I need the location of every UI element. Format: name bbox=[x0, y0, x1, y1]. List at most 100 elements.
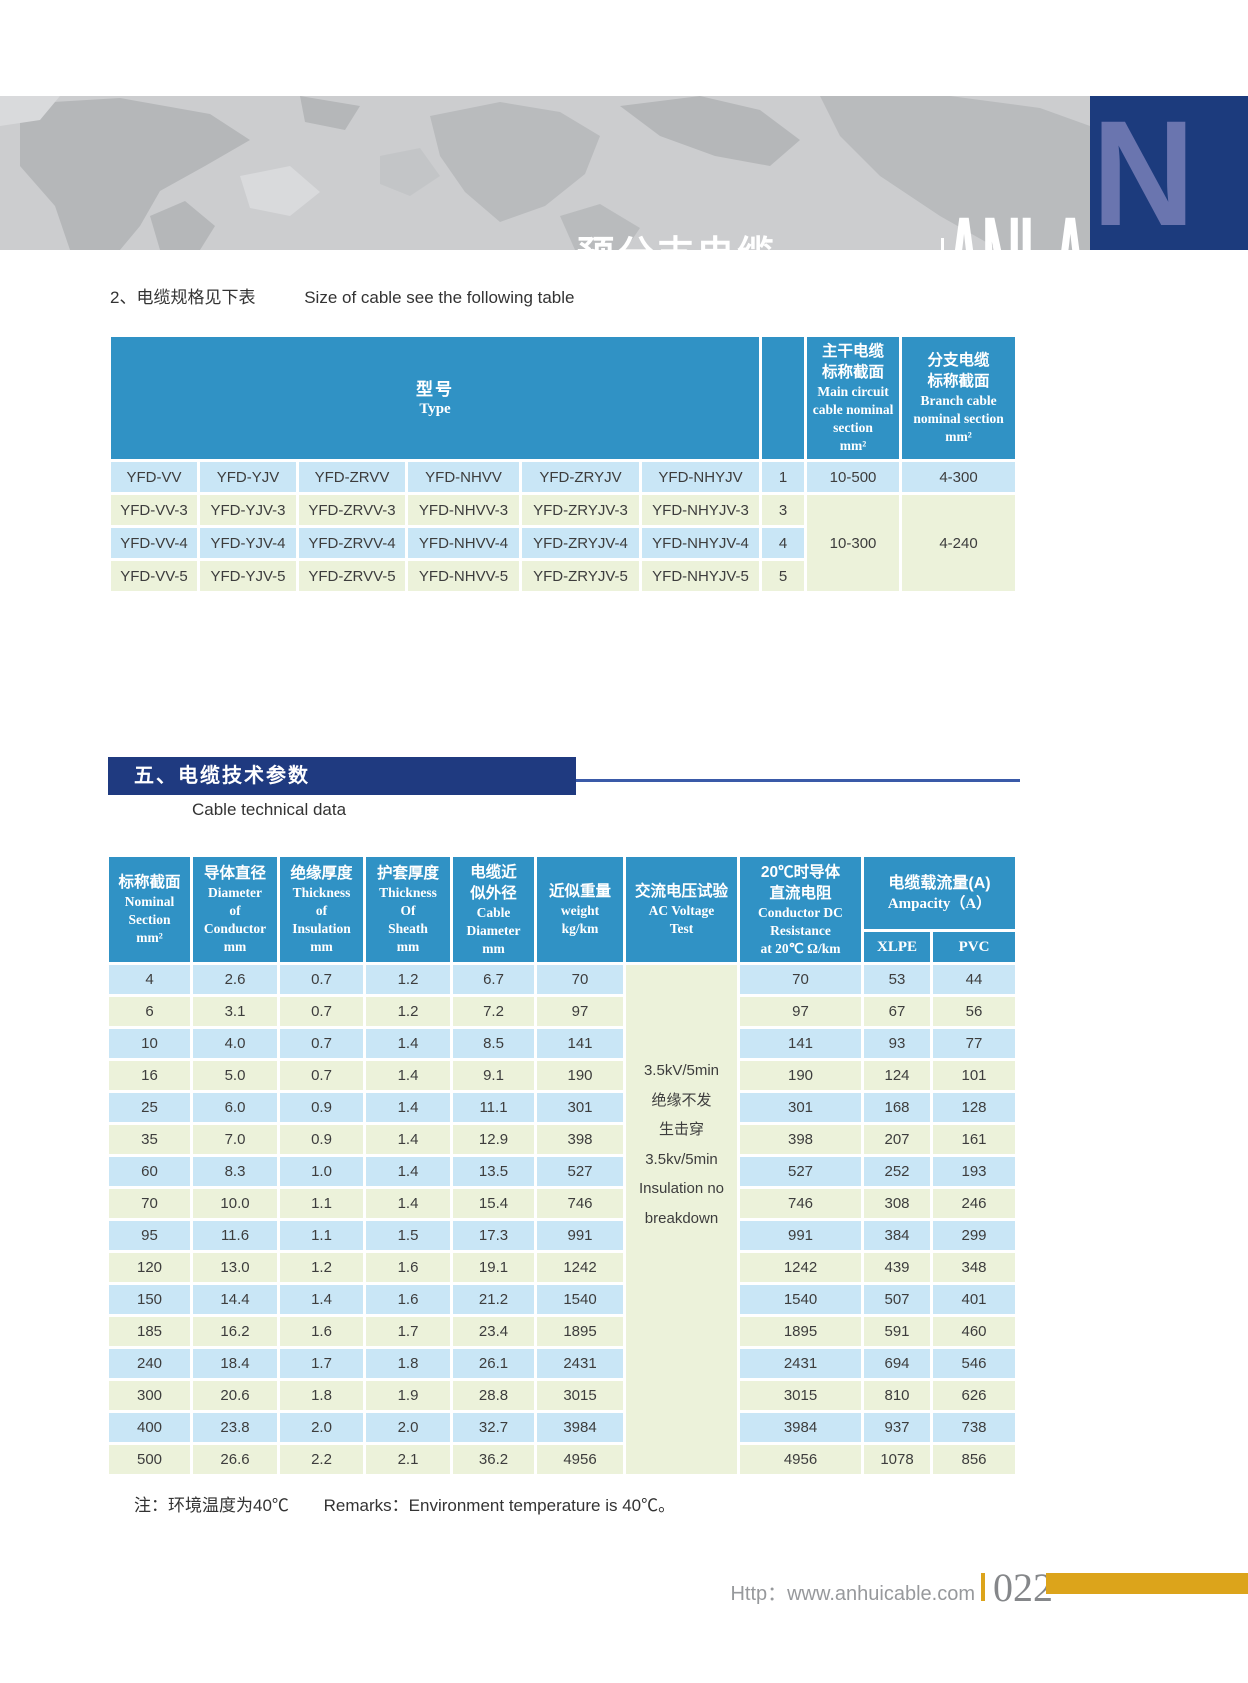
page-number: 022 bbox=[993, 1565, 1053, 1610]
brand-logo-n-box: N bbox=[1090, 96, 1248, 250]
data-cell: 8.3 bbox=[193, 1157, 277, 1186]
data-cell: 1895 bbox=[537, 1317, 623, 1346]
data-cell: 384 bbox=[864, 1221, 930, 1250]
column-header-cell: 近似重量 weight kg/km bbox=[537, 857, 623, 962]
data-cell: 1242 bbox=[537, 1253, 623, 1282]
data-cell: 26.1 bbox=[453, 1349, 534, 1378]
data-cell: 1.4 bbox=[366, 1029, 450, 1058]
group-number-cell: 3 bbox=[762, 495, 805, 525]
brand-logo-n: N bbox=[1092, 96, 1195, 250]
data-cell: 168 bbox=[864, 1093, 930, 1122]
data-cell: 937 bbox=[864, 1413, 930, 1442]
data-cell: 810 bbox=[864, 1381, 930, 1410]
data-cell: 3984 bbox=[740, 1413, 861, 1442]
data-cell: 1.7 bbox=[366, 1317, 450, 1346]
data-cell: 6 bbox=[109, 997, 190, 1026]
data-cell: 6.7 bbox=[453, 965, 534, 994]
world-map-graphic bbox=[0, 96, 1090, 250]
data-cell: 1.5 bbox=[366, 1221, 450, 1250]
data-cell: 400 bbox=[109, 1413, 190, 1442]
main-section-range-cell: 10-300 bbox=[807, 495, 900, 591]
cable-type-cell: YFD-YJV-4 bbox=[200, 528, 296, 558]
data-cell: 26.6 bbox=[193, 1445, 277, 1474]
data-cell: 120 bbox=[109, 1253, 190, 1282]
data-cell: 53 bbox=[864, 965, 930, 994]
data-cell: 3015 bbox=[537, 1381, 623, 1410]
data-cell: 398 bbox=[740, 1125, 861, 1154]
group-number-cell: 4 bbox=[762, 528, 805, 558]
data-cell: 9.1 bbox=[453, 1061, 534, 1090]
data-cell: 193 bbox=[933, 1157, 1016, 1186]
cable-type-cell: YFD-VV-3 bbox=[111, 495, 197, 525]
brand-logo-text: ANLA bbox=[944, 185, 1090, 251]
cable-type-cell: YFD-NHYJV-4 bbox=[642, 528, 760, 558]
data-cell: 77 bbox=[933, 1029, 1016, 1058]
data-cell: 7.0 bbox=[193, 1125, 277, 1154]
table-row: 4 2.6 0.7 1.2 6.7 70 3.5kV/5min 绝缘不发 生击穿 3.5kv/5m… bbox=[109, 965, 1016, 1474]
data-cell: 2431 bbox=[740, 1349, 861, 1378]
data-cell: 17.3 bbox=[453, 1221, 534, 1250]
footer-accent-bar bbox=[1046, 1573, 1248, 1594]
data-cell: 1.4 bbox=[366, 1189, 450, 1218]
cable-type-cell: YFD-NHYJV-3 bbox=[642, 495, 760, 525]
group-number-cell: 1 bbox=[762, 462, 805, 492]
column-header-cell: 绝缘厚度 Thickness of Insulation mm bbox=[280, 857, 363, 962]
data-cell: 70 bbox=[537, 965, 623, 994]
data-cell: 13.0 bbox=[193, 1253, 277, 1282]
cable-type-cell: YFD-ZRYJV-4 bbox=[522, 528, 639, 558]
table-row: 25 6.0 0.9 1.4 11.1 301 301 168 128 bbox=[109, 1093, 1016, 1122]
data-cell: 1540 bbox=[537, 1285, 623, 1314]
cable-type-cell: YFD-NHYJV bbox=[642, 462, 760, 492]
group-number-header-cell bbox=[762, 337, 805, 459]
table-row: 6 3.1 0.7 1.2 7.2 97 97 67 56 bbox=[109, 997, 1016, 1026]
remark-note: 注：环境温度为40℃ Remarks：Environment temperatu… bbox=[134, 1491, 675, 1516]
technical-data-table: 标称截面 Nominal Section mm² 导体直径 Diameter of Condu… bbox=[106, 854, 1018, 1477]
table-row: YFD-VV-3 YFD-YJV-3 YFD-ZRVV-3 YFD-NHVV-3 YFD… bbox=[111, 495, 1016, 591]
data-cell: 694 bbox=[864, 1349, 930, 1378]
data-cell: 546 bbox=[933, 1349, 1016, 1378]
data-cell: 1.9 bbox=[366, 1381, 450, 1410]
data-cell: 1.4 bbox=[366, 1061, 450, 1090]
table-row: 60 8.3 1.0 1.4 13.5 527 527 252 193 bbox=[109, 1157, 1016, 1186]
data-cell: 2.6 bbox=[193, 965, 277, 994]
banner-divider bbox=[941, 238, 944, 250]
data-cell: 23.8 bbox=[193, 1413, 277, 1442]
table-row: 35 7.0 0.9 1.4 12.9 398 398 207 161 bbox=[109, 1125, 1016, 1154]
data-cell: 23.4 bbox=[453, 1317, 534, 1346]
data-cell: 1540 bbox=[740, 1285, 861, 1314]
data-cell: 460 bbox=[933, 1317, 1016, 1346]
data-cell: 0.7 bbox=[280, 997, 363, 1026]
data-cell: 10.0 bbox=[193, 1189, 277, 1218]
group-number-cell: 5 bbox=[762, 561, 805, 591]
data-cell: 500 bbox=[109, 1445, 190, 1474]
table-row: 150 14.4 1.4 1.6 21.2 1540 1540 507 401 bbox=[109, 1285, 1016, 1314]
data-cell: 8.5 bbox=[453, 1029, 534, 1058]
cable-type-cell: YFD-NHVV bbox=[408, 462, 519, 492]
data-cell: 1.1 bbox=[280, 1221, 363, 1250]
cable-type-cell: YFD-ZRVV-5 bbox=[299, 561, 405, 591]
data-cell: 507 bbox=[864, 1285, 930, 1314]
section5-heading-box: 五、电缆技术参数 bbox=[108, 757, 576, 795]
data-cell: 19.1 bbox=[453, 1253, 534, 1282]
data-cell: 1.0 bbox=[280, 1157, 363, 1186]
data-cell: 1.8 bbox=[366, 1349, 450, 1378]
data-cell: 2.1 bbox=[366, 1445, 450, 1474]
banner-title: 预分支电缆 bbox=[577, 224, 777, 250]
cable-type-cell: YFD-YJV bbox=[200, 462, 296, 492]
section5-heading-en: Cable technical data bbox=[192, 800, 347, 819]
data-cell: 185 bbox=[109, 1317, 190, 1346]
data-cell: 150 bbox=[109, 1285, 190, 1314]
data-cell: 240 bbox=[109, 1349, 190, 1378]
data-cell: 12.9 bbox=[453, 1125, 534, 1154]
main-section-range-cell: 10-500 bbox=[807, 462, 900, 492]
data-cell: 11.6 bbox=[193, 1221, 277, 1250]
data-cell: 4956 bbox=[740, 1445, 861, 1474]
data-cell: 161 bbox=[933, 1125, 1016, 1154]
cable-type-cell: YFD-YJV-5 bbox=[200, 561, 296, 591]
data-cell: 14.4 bbox=[193, 1285, 277, 1314]
ampacity-header-cell: 电缆载流量(A) Ampacity（A） bbox=[864, 857, 1016, 929]
data-cell: 1.1 bbox=[280, 1189, 363, 1218]
table-row: 95 11.6 1.1 1.5 17.3 991 991 384 299 bbox=[109, 1221, 1016, 1250]
data-cell: 25 bbox=[109, 1093, 190, 1122]
cable-type-cell: YFD-ZRYJV-3 bbox=[522, 495, 639, 525]
